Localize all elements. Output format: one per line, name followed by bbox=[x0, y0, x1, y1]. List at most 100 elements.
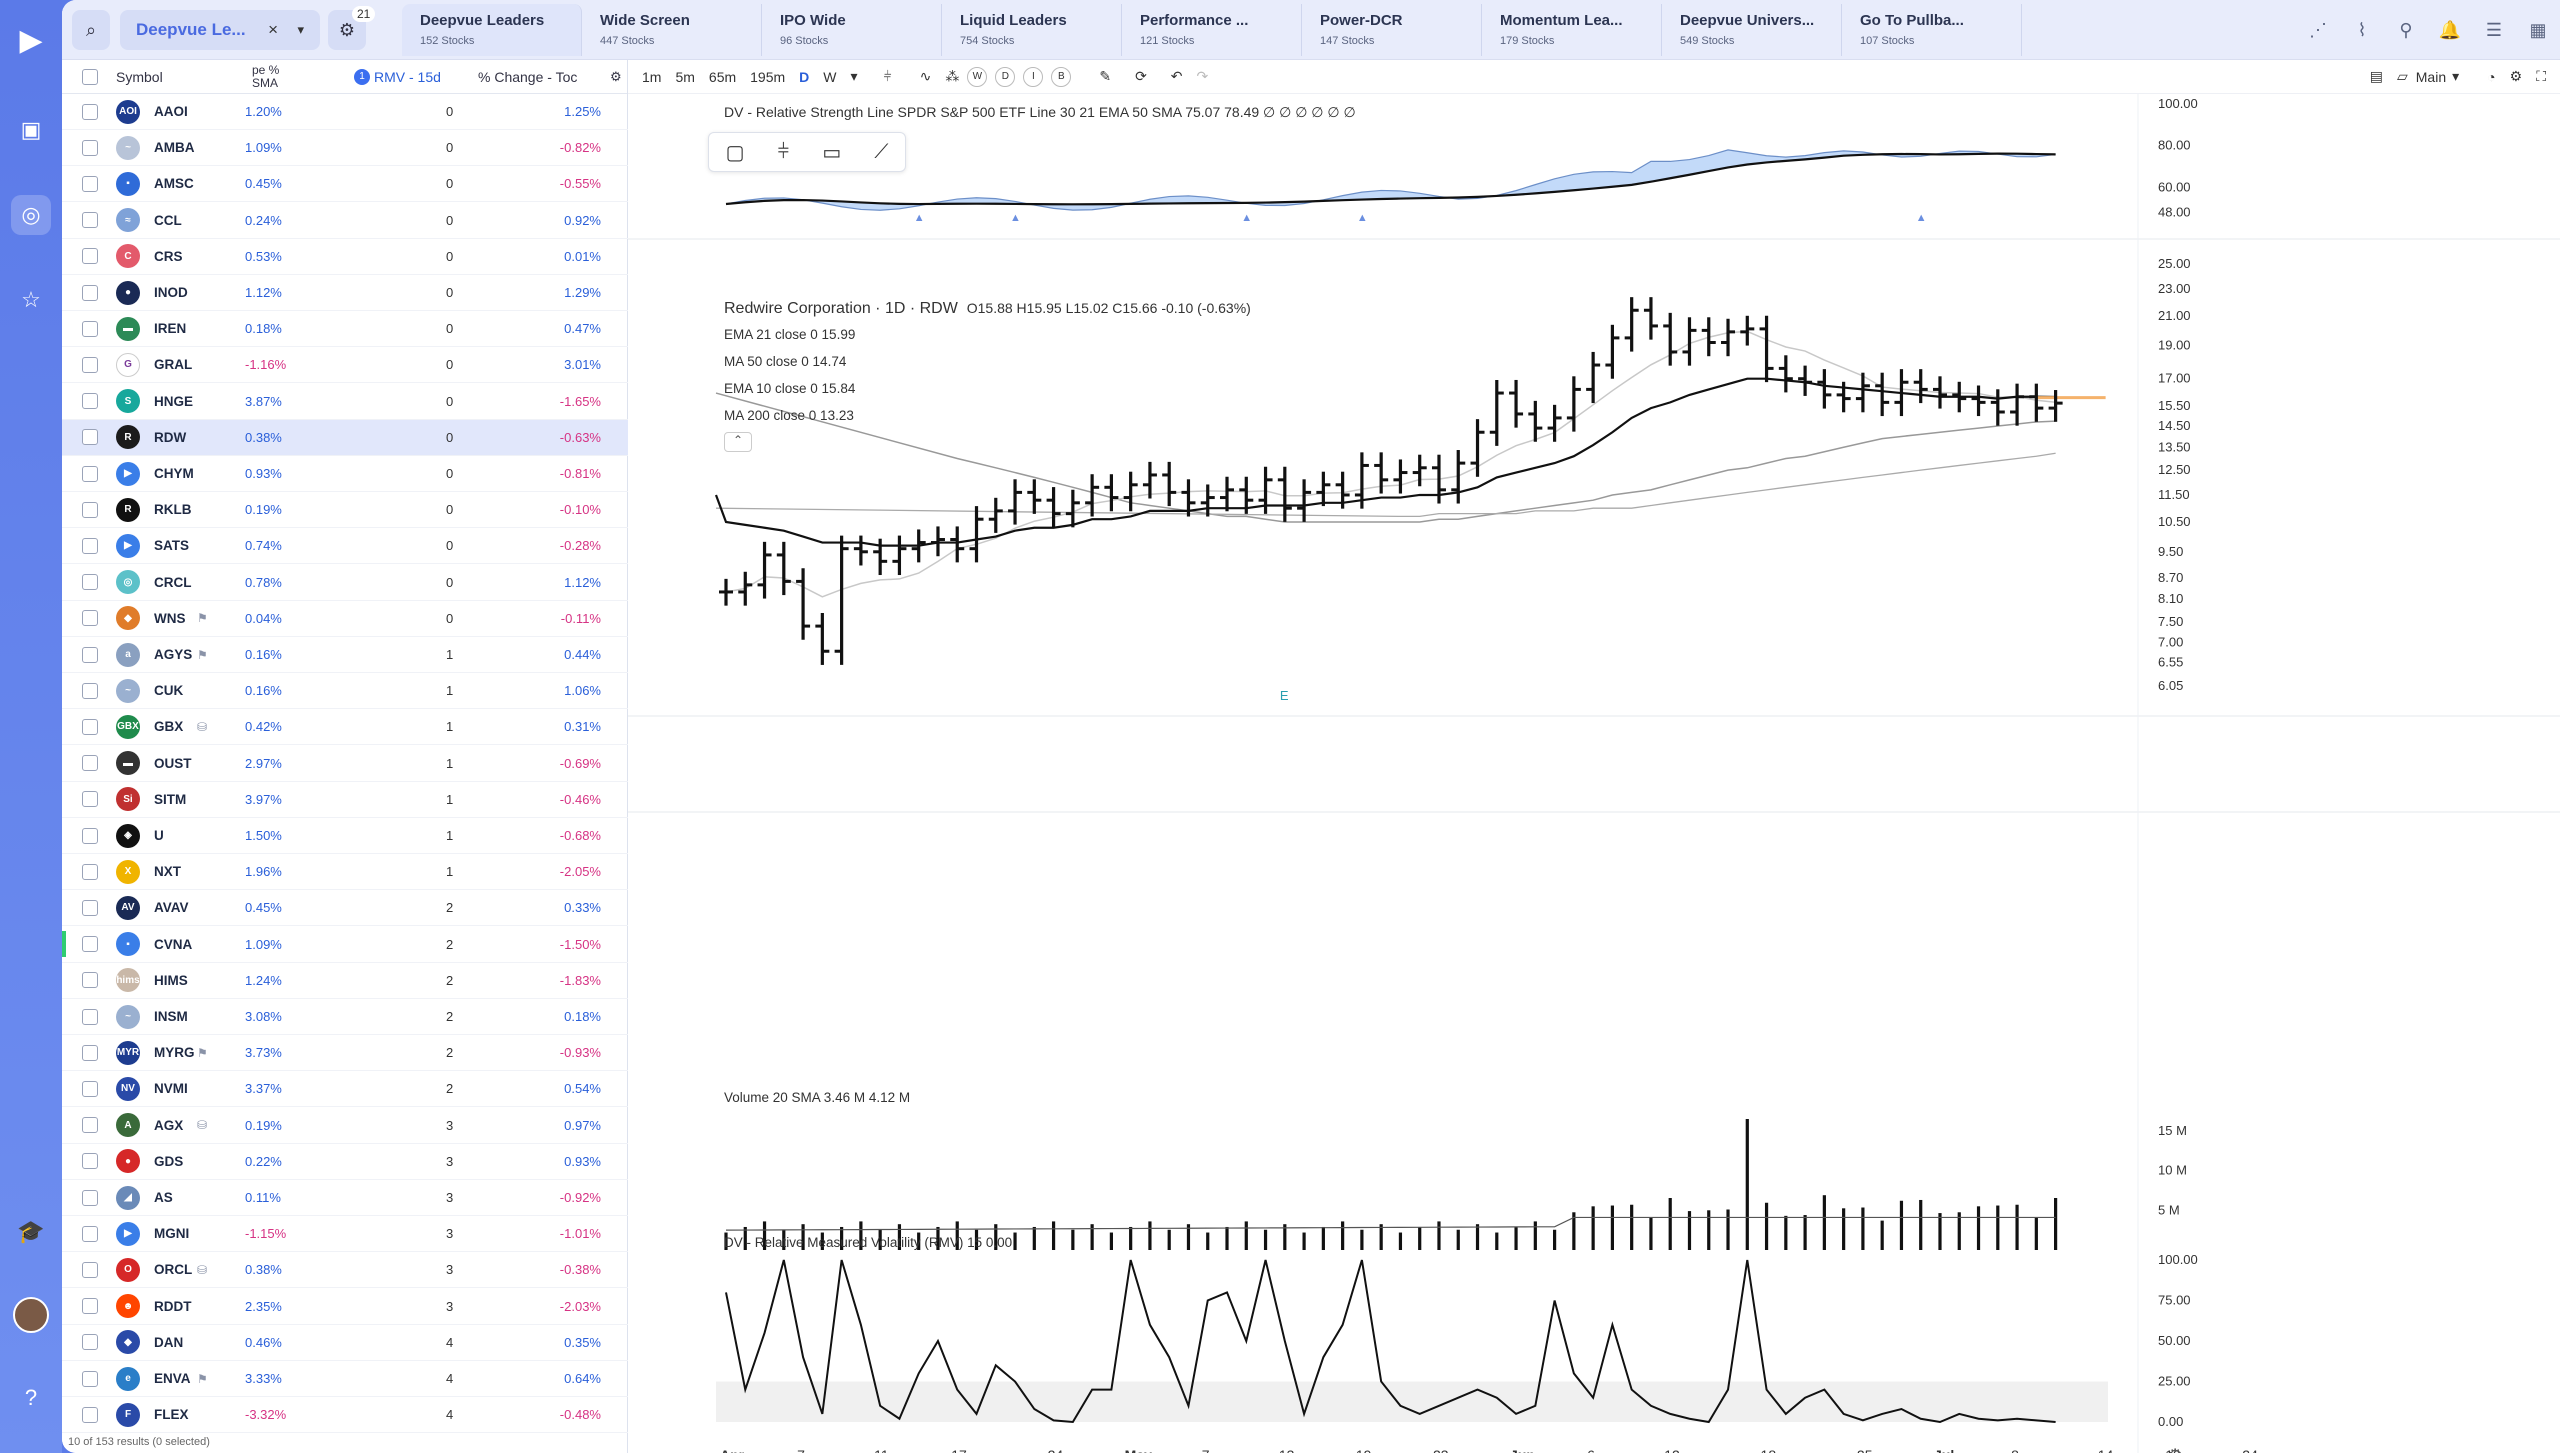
row-checkbox[interactable] bbox=[82, 284, 98, 301]
row-checkbox[interactable] bbox=[82, 755, 98, 772]
row-checkbox[interactable] bbox=[82, 1370, 98, 1387]
marker-D-button[interactable]: D bbox=[995, 66, 1016, 87]
avatar[interactable] bbox=[13, 1297, 49, 1333]
clear-icon[interactable]: × bbox=[268, 20, 278, 39]
bell-icon[interactable]: 🔔 bbox=[2438, 19, 2462, 40]
table-row[interactable]: X NXT 1.96% 1 -2.05% bbox=[62, 854, 628, 891]
tab-2[interactable]: IPO Wide 96 Stocks bbox=[762, 4, 942, 56]
row-checkbox[interactable] bbox=[82, 212, 98, 229]
tab-6[interactable]: Momentum Lea... 179 Stocks bbox=[1482, 4, 1662, 56]
table-row[interactable]: A AGX ⛁ 0.19% 3 0.97% bbox=[62, 1108, 628, 1144]
table-row[interactable]: ◎ CRCL 0.78% 0 1.12% bbox=[62, 565, 628, 601]
row-checkbox[interactable] bbox=[82, 1189, 98, 1206]
table-row[interactable]: ≈ CCL 0.24% 0 0.92% bbox=[62, 203, 628, 239]
search-icon[interactable]: ⌕ bbox=[72, 10, 110, 50]
timeframe-W[interactable]: W bbox=[823, 68, 837, 85]
row-checkbox[interactable] bbox=[82, 936, 98, 953]
table-row[interactable]: ▶ SATS 0.74% 0 -0.28% bbox=[62, 528, 628, 565]
row-checkbox[interactable] bbox=[82, 718, 98, 735]
layout-icon[interactable]: ▤ bbox=[2369, 68, 2383, 84]
collapse-legend-button[interactable]: ⌃ bbox=[724, 432, 752, 452]
table-row[interactable]: F FLEX -3.32% 4 -0.48% bbox=[62, 1397, 628, 1434]
rectangle-tool-icon[interactable]: ▢ bbox=[725, 141, 745, 164]
bar-type-icon[interactable]: ⫩ bbox=[883, 68, 892, 84]
table-row[interactable]: ▬ IREN 0.18% 0 0.47% bbox=[62, 311, 628, 348]
timeframe-195m[interactable]: 195m bbox=[750, 68, 786, 85]
table-row[interactable]: AOI AAOI 1.20% 0 1.25% bbox=[62, 94, 628, 130]
table-row[interactable]: ◆ WNS ⚑ 0.04% 0 -0.11% bbox=[62, 601, 628, 637]
marker-I-button[interactable]: I bbox=[1023, 66, 1044, 87]
table-row[interactable]: GBX GBX ⛁ 0.42% 1 0.31% bbox=[62, 709, 628, 746]
row-checkbox[interactable] bbox=[82, 537, 98, 554]
table-row[interactable]: ▶ MGNI -1.15% 3 -1.01% bbox=[62, 1216, 628, 1253]
row-checkbox[interactable] bbox=[82, 320, 98, 337]
row-checkbox[interactable] bbox=[82, 863, 98, 880]
redo-icon[interactable]: ↷ bbox=[1196, 68, 1209, 84]
table-row[interactable]: MYR MYRG ⚑ 3.73% 2 -0.93% bbox=[62, 1035, 628, 1072]
table-row[interactable]: ~ AMBA 1.09% 0 -0.82% bbox=[62, 130, 628, 167]
undo-icon[interactable]: ↶ bbox=[1170, 68, 1183, 84]
row-checkbox[interactable] bbox=[82, 972, 98, 989]
layout-name[interactable]: Main bbox=[2415, 68, 2447, 85]
table-row[interactable]: S HNGE 3.87% 0 -1.65% bbox=[62, 384, 628, 420]
table-row[interactable]: ☻ RDDT 2.35% 3 -2.03% bbox=[62, 1289, 628, 1325]
row-checkbox[interactable] bbox=[82, 1334, 98, 1351]
tab-5[interactable]: Power-DCR 147 Stocks bbox=[1302, 4, 1482, 56]
table-row[interactable]: AV AVAV 0.45% 2 0.33% bbox=[62, 890, 628, 927]
table-row[interactable]: ◢ AS 0.11% 3 -0.92% bbox=[62, 1180, 628, 1216]
watchlist-select[interactable]: Deepvue Le... × ▾ bbox=[120, 10, 320, 50]
chevron-down-icon[interactable]: ▾ bbox=[850, 68, 858, 84]
marker-W-button[interactable]: W bbox=[967, 66, 988, 87]
table-row[interactable]: e ENVA ⚑ 3.33% 4 0.64% bbox=[62, 1361, 628, 1397]
col-symbol[interactable]: Symbol bbox=[116, 68, 163, 85]
table-row[interactable]: ▬ OUST 2.97% 1 -0.69% bbox=[62, 746, 628, 782]
row-checkbox[interactable] bbox=[82, 1298, 98, 1315]
table-row[interactable]: C CRS 0.53% 0 0.01% bbox=[62, 239, 628, 275]
table-row[interactable]: a AGYS ⚑ 0.16% 1 0.44% bbox=[62, 637, 628, 673]
row-checkbox[interactable] bbox=[82, 248, 98, 265]
row-checkbox[interactable] bbox=[82, 682, 98, 699]
row-checkbox[interactable] bbox=[82, 1080, 98, 1097]
row-checkbox[interactable] bbox=[82, 899, 98, 916]
price-chart[interactable]: ▲ ▲ ▲ ▲ ▲ E 25.00 23.00 21.00 19.00 17.00 15.50 14.5… bbox=[628, 94, 2560, 1453]
help-icon[interactable]: ? bbox=[24, 1385, 38, 1410]
select-all-checkbox[interactable] bbox=[82, 69, 98, 85]
table-row[interactable]: ▪ CVNA 1.09% 2 -1.50% bbox=[62, 927, 628, 963]
table-row[interactable]: ▶ CHYM 0.93% 0 -0.81% bbox=[62, 456, 628, 492]
timeframe-5m[interactable]: 5m bbox=[675, 68, 695, 85]
row-checkbox[interactable] bbox=[82, 103, 98, 120]
timeframe-D[interactable]: D bbox=[799, 68, 810, 85]
table-row[interactable]: NV NVMI 3.37% 2 0.54% bbox=[62, 1071, 628, 1108]
row-checkbox[interactable] bbox=[82, 1406, 98, 1423]
table-row[interactable]: ● INOD 1.12% 0 1.29% bbox=[62, 275, 628, 311]
scanner-icon[interactable]: ⚲ bbox=[2399, 19, 2413, 40]
chevron-down-icon[interactable]: ▾ bbox=[297, 22, 304, 37]
table-row[interactable]: ▪ AMSC 0.45% 0 -0.55% bbox=[62, 166, 628, 203]
chart-view-icon[interactable]: ⌇ bbox=[2357, 19, 2367, 40]
row-checkbox[interactable] bbox=[82, 501, 98, 518]
learn-icon[interactable]: 🎓 bbox=[17, 1219, 45, 1244]
indicators-icon[interactable]: ∿ bbox=[919, 68, 932, 84]
row-checkbox[interactable] bbox=[82, 574, 98, 591]
row-checkbox[interactable] bbox=[82, 1261, 98, 1278]
table-row[interactable]: G GRAL -1.16% 0 3.01% bbox=[62, 347, 628, 384]
tab-1[interactable]: Wide Screen 447 Stocks bbox=[582, 4, 762, 56]
dashboard-icon[interactable]: ▣ bbox=[20, 117, 42, 142]
col-rmv[interactable]: RMV - 15d bbox=[374, 68, 441, 85]
charts-icon[interactable]: ◎ bbox=[11, 195, 51, 235]
col-change[interactable]: % Change - Toc bbox=[478, 68, 578, 85]
row-checkbox[interactable] bbox=[82, 610, 98, 627]
table-row[interactable]: O ORCL ⛁ 0.38% 3 -0.38% bbox=[62, 1252, 628, 1289]
table-row[interactable]: hims HIMS 1.24% 2 -1.83% bbox=[62, 963, 628, 999]
column-settings-icon[interactable]: ⚙ bbox=[610, 68, 622, 84]
comment-tool-icon[interactable]: ▭ bbox=[822, 141, 842, 164]
share-icon[interactable]: ⋰ bbox=[2309, 19, 2327, 40]
row-checkbox[interactable] bbox=[82, 1225, 98, 1242]
deepvue-logo-icon[interactable]: ▶ bbox=[19, 23, 43, 57]
tab-3[interactable]: Liquid Leaders 754 Stocks bbox=[942, 4, 1122, 56]
table-row[interactable]: ~ CUK 0.16% 1 1.06% bbox=[62, 673, 628, 710]
star-icon[interactable]: ☆ bbox=[21, 287, 41, 312]
col-pct-sma[interactable]: pe % SMA bbox=[252, 62, 280, 90]
table-row[interactable]: ~ INSM 3.08% 2 0.18% bbox=[62, 999, 628, 1035]
table-row[interactable]: ◈ U 1.50% 1 -0.68% bbox=[62, 818, 628, 854]
